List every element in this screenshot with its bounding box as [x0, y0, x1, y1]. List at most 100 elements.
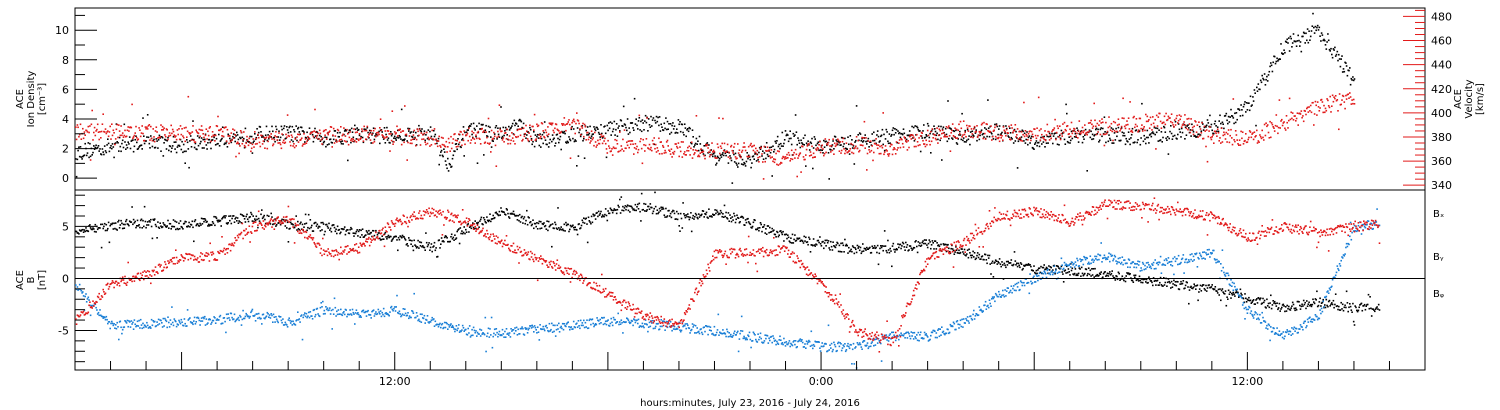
data-point — [1192, 286, 1195, 289]
data-point — [980, 123, 983, 126]
data-point — [505, 208, 508, 210]
data-point — [103, 316, 105, 318]
data-point — [523, 216, 526, 218]
data-point — [1231, 143, 1234, 146]
data-point — [767, 225, 770, 227]
data-point — [144, 220, 147, 223]
data-point — [1349, 67, 1351, 69]
data-point — [1145, 113, 1147, 116]
data-point — [1223, 293, 1226, 295]
data-point — [980, 131, 982, 133]
data-point — [324, 134, 326, 136]
data-point — [925, 139, 927, 142]
data-point — [343, 130, 346, 132]
data-point — [397, 249, 399, 252]
data-point — [1095, 128, 1097, 131]
data-point — [455, 237, 458, 239]
data-point — [1135, 118, 1138, 120]
data-point — [554, 142, 557, 144]
data-point — [751, 225, 754, 228]
data-point — [140, 132, 143, 134]
data-point — [208, 138, 211, 141]
data-point — [871, 145, 873, 147]
data-point — [695, 137, 698, 140]
data-point — [715, 209, 718, 212]
data-point — [908, 130, 911, 132]
data-point — [1329, 95, 1331, 98]
data-point — [165, 148, 168, 150]
data-point — [1251, 301, 1253, 303]
data-point — [467, 139, 469, 142]
data-point — [1002, 278, 1005, 280]
data-point — [1339, 65, 1342, 68]
data-point — [282, 141, 284, 144]
data-point — [1241, 294, 1243, 296]
data-point — [414, 244, 416, 246]
data-point — [801, 145, 803, 147]
data-point — [430, 144, 433, 146]
data-point — [1302, 299, 1305, 302]
data-point — [1214, 130, 1217, 133]
data-point — [844, 152, 846, 155]
data-point — [1003, 262, 1006, 265]
data-point — [307, 226, 309, 229]
data-point — [1317, 106, 1320, 108]
data-point — [344, 128, 347, 131]
data-point — [114, 143, 116, 146]
data-point — [343, 133, 345, 136]
data-point — [583, 123, 586, 126]
data-point — [551, 223, 554, 225]
data-point — [118, 130, 121, 132]
data-point — [579, 227, 581, 230]
data-point — [1117, 118, 1120, 120]
data-point — [690, 212, 692, 214]
data-point — [82, 295, 85, 297]
data-point — [1339, 309, 1342, 311]
data-point — [236, 131, 238, 134]
data-point — [423, 246, 426, 249]
data-point — [403, 141, 405, 144]
data-point — [440, 149, 443, 152]
data-point — [322, 221, 324, 224]
data-point — [1349, 303, 1351, 305]
data-point — [886, 251, 888, 254]
data-point — [182, 143, 185, 146]
data-point — [255, 136, 258, 139]
data-point — [633, 208, 635, 210]
data-point — [170, 150, 172, 153]
data-point — [1266, 305, 1269, 307]
data-point — [379, 237, 381, 240]
data-point — [1098, 141, 1100, 143]
data-point — [1045, 266, 1048, 269]
data-point — [355, 230, 358, 233]
data-point — [851, 147, 854, 149]
data-point — [907, 140, 909, 142]
data-point — [421, 138, 423, 141]
data-point — [395, 132, 397, 134]
data-point — [724, 152, 727, 154]
data-point — [1290, 307, 1292, 309]
data-point — [1035, 269, 1038, 272]
data-point — [291, 125, 294, 128]
data-point — [958, 123, 960, 126]
data-point — [1075, 274, 1077, 277]
data-point — [456, 230, 458, 233]
data-point — [458, 133, 460, 135]
data-point — [965, 254, 967, 257]
data-point — [1354, 305, 1356, 307]
data-point — [1154, 118, 1156, 121]
data-point — [368, 129, 371, 132]
data-point — [1082, 274, 1085, 277]
data-point — [1060, 132, 1063, 135]
data-point — [342, 143, 344, 145]
data-point — [404, 134, 407, 137]
data-point — [410, 139, 412, 141]
data-point — [722, 117, 724, 120]
data-point — [872, 139, 874, 142]
data-point — [1320, 98, 1323, 101]
data-point — [90, 304, 93, 307]
data-point — [587, 134, 590, 136]
data-point — [1211, 129, 1213, 132]
data-point — [126, 223, 129, 225]
data-point — [1285, 41, 1288, 43]
